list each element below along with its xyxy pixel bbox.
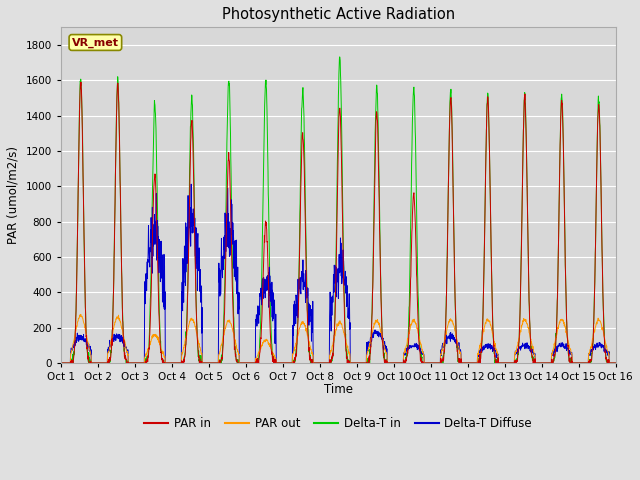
- PAR out: [612, 360, 620, 366]
- PAR out: [57, 360, 65, 366]
- Delta-T in: [212, 360, 220, 366]
- PAR in: [500, 360, 508, 366]
- PAR out: [355, 360, 362, 366]
- Delta-T Diffuse: [188, 181, 195, 187]
- Line: Delta-T Diffuse: Delta-T Diffuse: [61, 184, 616, 363]
- Delta-T in: [355, 360, 362, 366]
- PAR in: [367, 349, 374, 355]
- Delta-T Diffuse: [500, 360, 508, 366]
- Delta-T in: [612, 360, 620, 366]
- PAR in: [563, 320, 571, 325]
- Delta-T Diffuse: [212, 360, 220, 366]
- PAR out: [77, 312, 84, 317]
- Legend: PAR in, PAR out, Delta-T in, Delta-T Diffuse: PAR in, PAR out, Delta-T in, Delta-T Dif…: [140, 413, 537, 435]
- PAR out: [579, 360, 586, 366]
- PAR in: [579, 360, 586, 366]
- Line: PAR out: PAR out: [61, 314, 616, 363]
- Delta-T Diffuse: [612, 360, 620, 366]
- Title: Photosynthetic Active Radiation: Photosynthetic Active Radiation: [221, 7, 455, 22]
- Y-axis label: PAR (umol/m2/s): PAR (umol/m2/s): [7, 146, 20, 244]
- Delta-T in: [336, 54, 344, 60]
- PAR in: [355, 360, 362, 366]
- Delta-T in: [367, 347, 374, 352]
- Delta-T Diffuse: [367, 335, 374, 340]
- PAR in: [212, 360, 220, 366]
- Delta-T in: [563, 327, 571, 333]
- Delta-T in: [579, 360, 586, 366]
- Delta-T in: [57, 360, 65, 366]
- X-axis label: Time: Time: [324, 384, 353, 396]
- PAR out: [563, 331, 571, 337]
- Text: VR_met: VR_met: [72, 37, 119, 48]
- PAR in: [612, 360, 620, 366]
- PAR out: [212, 360, 220, 366]
- Delta-T Diffuse: [57, 360, 65, 366]
- Delta-T Diffuse: [579, 360, 586, 366]
- PAR out: [500, 360, 508, 366]
- PAR in: [57, 360, 65, 366]
- Line: Delta-T in: Delta-T in: [61, 57, 616, 363]
- PAR out: [367, 338, 374, 344]
- PAR in: [77, 79, 84, 85]
- Line: PAR in: PAR in: [61, 82, 616, 363]
- Delta-T Diffuse: [355, 360, 362, 366]
- Delta-T Diffuse: [563, 345, 571, 350]
- Delta-T in: [500, 360, 508, 366]
